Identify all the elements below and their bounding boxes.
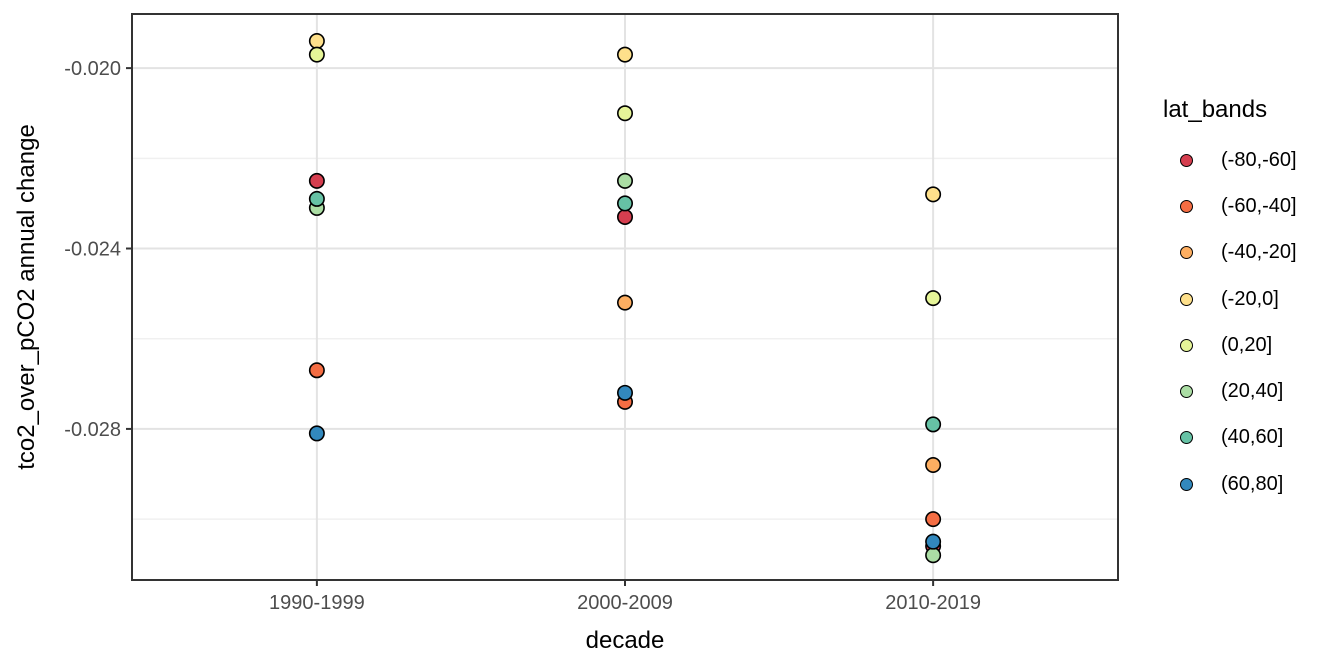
data-point-(60,80]-2010-2019 bbox=[925, 533, 942, 550]
legend-item-label: (0,20] bbox=[1221, 333, 1273, 356]
data-point-(20,40]-2010-2019 bbox=[925, 547, 942, 564]
legend-item: (0,20] bbox=[1180, 322, 1297, 368]
data-point-(-20,0]-2000-2009 bbox=[616, 46, 633, 63]
y-tick-label: -0.028 bbox=[64, 419, 121, 441]
legend-item-label: (20,40] bbox=[1221, 380, 1284, 403]
data-point-(0,20]-2000-2009 bbox=[616, 105, 633, 122]
legend-point-icon bbox=[1180, 338, 1193, 352]
x-tick-label: 2010-2019 bbox=[885, 592, 981, 614]
data-point-(40,60]-2000-2009 bbox=[616, 195, 633, 212]
legend-item-label: (60,80] bbox=[1221, 472, 1284, 495]
data-point-(0,20]-1990-1999 bbox=[308, 46, 325, 63]
y-tick-label: -0.020 bbox=[64, 58, 121, 80]
legend-point-icon bbox=[1180, 246, 1193, 260]
legend-item: (60,80] bbox=[1180, 461, 1297, 507]
x-axis-title: decade bbox=[585, 627, 665, 654]
legend-item-label: (40,60] bbox=[1221, 426, 1284, 449]
data-point-(-80,-60]-2000-2009 bbox=[616, 208, 633, 225]
data-point-(40,60]-1990-1999 bbox=[308, 190, 325, 207]
data-point-(-40,-20]-2010-2019 bbox=[925, 456, 942, 473]
data-point-(60,80]-2000-2009 bbox=[616, 384, 633, 401]
legend-item-label: (-60,-40] bbox=[1221, 194, 1297, 217]
legend-item: (-20,0] bbox=[1180, 276, 1297, 322]
legend-point-icon bbox=[1180, 292, 1193, 306]
data-point-(-20,0]-1990-1999 bbox=[308, 33, 325, 50]
data-point-(-60,-40]-2010-2019 bbox=[925, 511, 942, 528]
legend-item-label: (-20,0] bbox=[1221, 287, 1279, 310]
data-point-(40,60]-2010-2019 bbox=[925, 416, 942, 433]
legend-point-icon bbox=[1180, 431, 1193, 445]
legend-item-label: (-80,-60] bbox=[1221, 148, 1297, 171]
x-tick-label: 1990-1999 bbox=[269, 592, 365, 614]
legend-item: (-60,-40] bbox=[1180, 183, 1297, 229]
data-point-(-60,-40]-1990-1999 bbox=[308, 362, 325, 379]
data-point-(-80,-60]-1990-1999 bbox=[308, 172, 325, 189]
legend-item: (-80,-60] bbox=[1180, 137, 1297, 183]
legend-item: (20,40] bbox=[1180, 368, 1297, 414]
legend-item: (40,60] bbox=[1180, 415, 1297, 461]
data-point-(-40,-20]-2000-2009 bbox=[616, 294, 633, 311]
x-tick-label: 2000-2009 bbox=[577, 592, 673, 614]
legend-point-icon bbox=[1180, 477, 1193, 491]
legend-point-icon bbox=[1180, 199, 1193, 213]
data-point-(-20,0]-2010-2019 bbox=[925, 186, 942, 203]
legend-title: lat_bands bbox=[1163, 96, 1268, 123]
data-point-(60,80]-1990-1999 bbox=[308, 425, 325, 442]
data-point-(20,40]-2000-2009 bbox=[616, 172, 633, 189]
legend-point-icon bbox=[1180, 385, 1193, 399]
legend-item: (-40,-20] bbox=[1180, 230, 1297, 276]
legend-point-icon bbox=[1180, 153, 1193, 167]
y-axis-title: tco2_over_pCO2 annual change bbox=[13, 124, 40, 470]
y-tick-label: -0.024 bbox=[64, 239, 121, 261]
legend-item-label: (-40,-20] bbox=[1221, 241, 1297, 264]
legend: (-80,-60] (-60,-40] (-40,-20] (-20,0] (0… bbox=[1180, 137, 1297, 507]
data-point-(0,20]-2010-2019 bbox=[925, 290, 942, 307]
